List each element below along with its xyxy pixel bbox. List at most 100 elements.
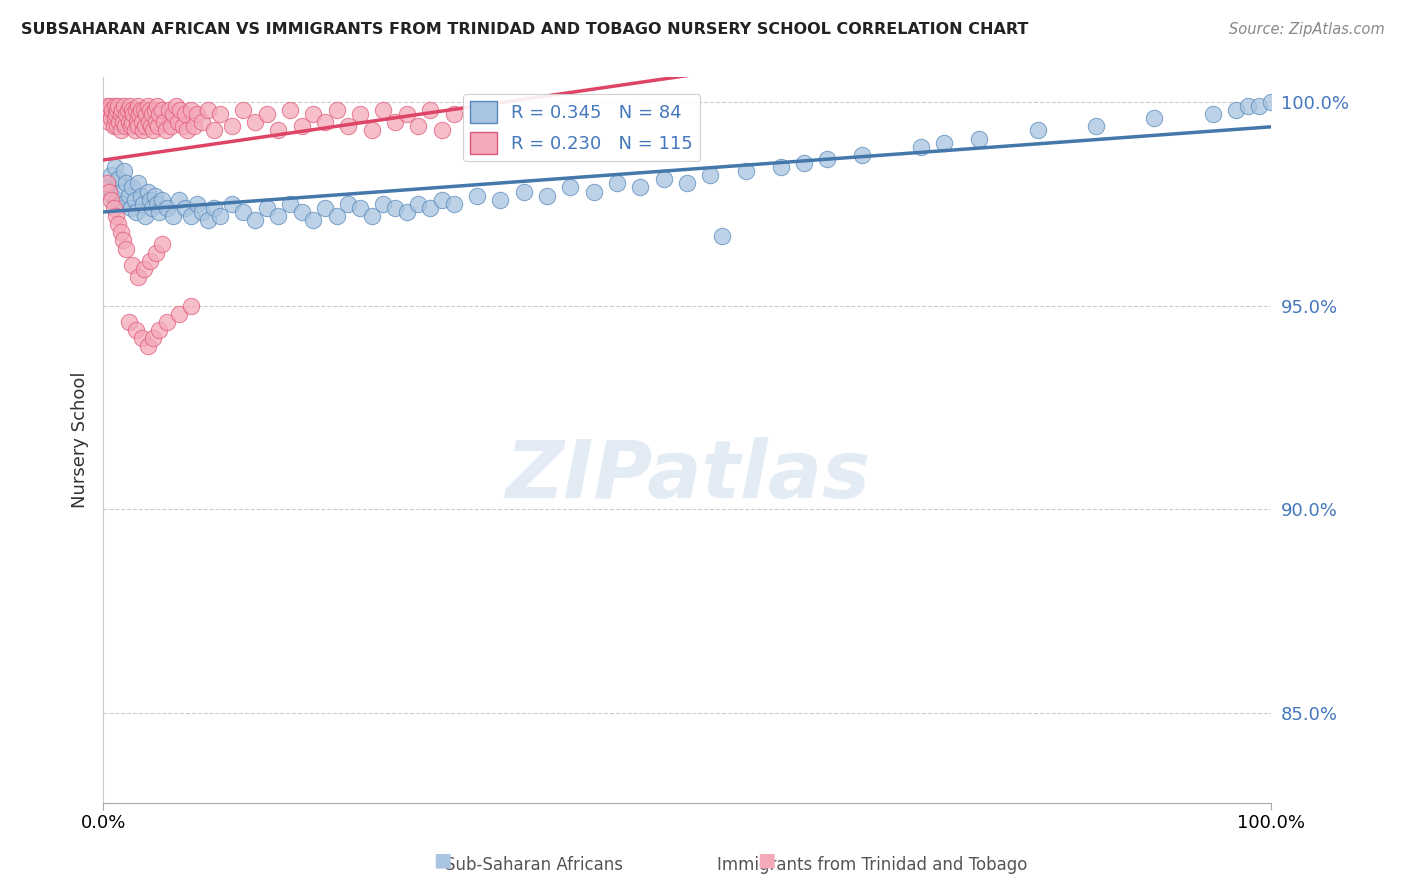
Point [142, 331, 165, 345]
Point [124, 123, 146, 137]
Point [98, 180, 121, 194]
Point [157, 103, 180, 117]
Point [325, 103, 347, 117]
Point [582, 185, 605, 199]
Point [141, 107, 163, 121]
Text: ZIPatlas: ZIPatlas [505, 437, 870, 516]
Point [105, 120, 128, 134]
Point [143, 188, 166, 202]
Point [711, 229, 734, 244]
Point [910, 139, 932, 153]
Point [104, 111, 127, 125]
Point [197, 103, 219, 117]
Point [384, 201, 406, 215]
Point [465, 188, 488, 202]
Legend: R = 0.345   N = 84, R = 0.230   N = 115: R = 0.345 N = 84, R = 0.230 N = 115 [463, 94, 700, 161]
Point [139, 193, 162, 207]
Point [150, 103, 173, 117]
Point [395, 107, 418, 121]
Point [117, 103, 139, 117]
Point [118, 99, 141, 113]
Point [1143, 111, 1166, 125]
Point [100, 193, 122, 207]
Point [120, 201, 142, 215]
Point [186, 196, 208, 211]
Point [489, 193, 512, 207]
Point [110, 107, 132, 121]
Point [146, 196, 169, 211]
Point [103, 120, 125, 134]
Point [180, 299, 202, 313]
Point [302, 107, 325, 121]
Point [221, 120, 243, 134]
Point [143, 103, 166, 117]
Point [197, 213, 219, 227]
Point [232, 205, 254, 219]
Point [676, 177, 699, 191]
Point [173, 107, 195, 121]
Point [1260, 95, 1282, 109]
Point [243, 115, 266, 129]
Point [146, 99, 169, 113]
Point [156, 201, 179, 215]
Point [139, 120, 162, 134]
Point [128, 107, 150, 121]
Point [419, 201, 441, 215]
Point [121, 180, 143, 194]
Point [419, 103, 441, 117]
Point [120, 120, 142, 134]
Point [202, 123, 225, 137]
Point [121, 115, 143, 129]
Point [153, 115, 176, 129]
Point [131, 331, 153, 345]
Point [97, 107, 120, 121]
Point [967, 131, 990, 145]
Point [148, 205, 170, 219]
Point [1202, 107, 1225, 121]
Point [932, 136, 955, 150]
Point [111, 115, 134, 129]
Point [146, 120, 169, 134]
Point [98, 103, 121, 117]
Point [142, 123, 165, 137]
Point [150, 237, 173, 252]
Text: Sub-Saharan Africans: Sub-Saharan Africans [446, 856, 623, 874]
Point [111, 196, 134, 211]
Point [186, 107, 208, 121]
Point [337, 196, 360, 211]
Point [98, 115, 121, 129]
Point [395, 205, 418, 219]
Point [291, 120, 314, 134]
Point [131, 115, 153, 129]
Point [384, 115, 406, 129]
Point [560, 180, 582, 194]
Point [115, 242, 138, 256]
Point [150, 193, 173, 207]
Point [108, 115, 131, 129]
Point [127, 99, 149, 113]
Point [122, 107, 145, 121]
Point [512, 185, 534, 199]
Point [408, 196, 430, 211]
Point [107, 217, 129, 231]
Point [208, 107, 231, 121]
Point [167, 115, 190, 129]
Point [191, 115, 214, 129]
Point [536, 188, 558, 202]
Point [349, 107, 371, 121]
Point [256, 201, 278, 215]
Point [173, 201, 195, 215]
Point [136, 185, 159, 199]
Point [162, 107, 184, 121]
Point [125, 323, 148, 337]
Point [180, 209, 202, 223]
Point [208, 209, 231, 223]
Point [96, 177, 118, 191]
Point [191, 205, 214, 219]
Point [314, 115, 336, 129]
Point [232, 103, 254, 117]
Point [107, 172, 129, 186]
Point [129, 103, 152, 117]
Point [430, 123, 453, 137]
Point [360, 209, 382, 223]
